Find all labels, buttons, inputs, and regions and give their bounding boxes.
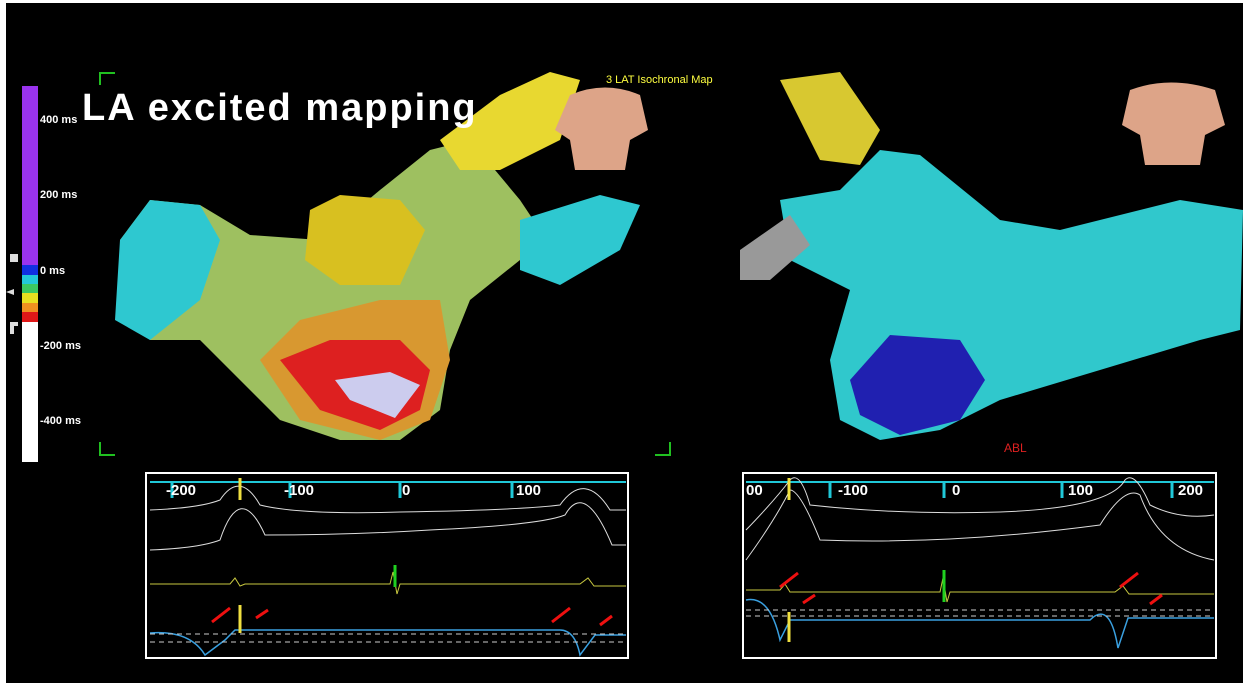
left-ecg-panel: [146, 473, 628, 658]
page: 400 ms 200 ms 0 ms -200 ms -400 ms 3 LAT…: [0, 0, 1249, 689]
color-segment: [22, 322, 38, 462]
ruler-label: 100: [1068, 482, 1093, 499]
ruler-label: 100: [516, 482, 541, 499]
ruler-label: -200: [166, 482, 196, 499]
color-segment: [22, 312, 38, 322]
ruler-label: -100: [284, 482, 314, 499]
color-segment: [22, 293, 38, 303]
ruler-label: -100: [838, 482, 868, 499]
color-segment: [22, 275, 38, 284]
ruler-label: 0: [402, 482, 410, 499]
ruler-label: 200: [1178, 482, 1203, 499]
colorbar-label: -400 ms: [40, 415, 81, 427]
color-segment: [22, 265, 38, 275]
colorbar-label: 200 ms: [40, 189, 77, 201]
color-segment: [22, 303, 38, 312]
right-ecg-panel: [743, 473, 1216, 658]
color-segment: [22, 86, 38, 266]
colorbar-label: -200 ms: [40, 340, 81, 352]
screenshot: 400 ms 200 ms 0 ms -200 ms -400 ms 3 LAT…: [0, 0, 1249, 689]
ruler-label: 0: [952, 482, 960, 499]
map-header: 3 LAT Isochronal Map: [606, 74, 713, 86]
colorbar-label: 0 ms: [40, 265, 65, 277]
color-segment: [22, 284, 38, 293]
ruler-label: 00: [746, 482, 763, 499]
colorbar-label: 400 ms: [40, 114, 77, 126]
panel-frame: [743, 473, 1216, 658]
slide-title: LA excited mapping: [82, 87, 478, 129]
catheter-label: ABL: [1004, 441, 1027, 455]
